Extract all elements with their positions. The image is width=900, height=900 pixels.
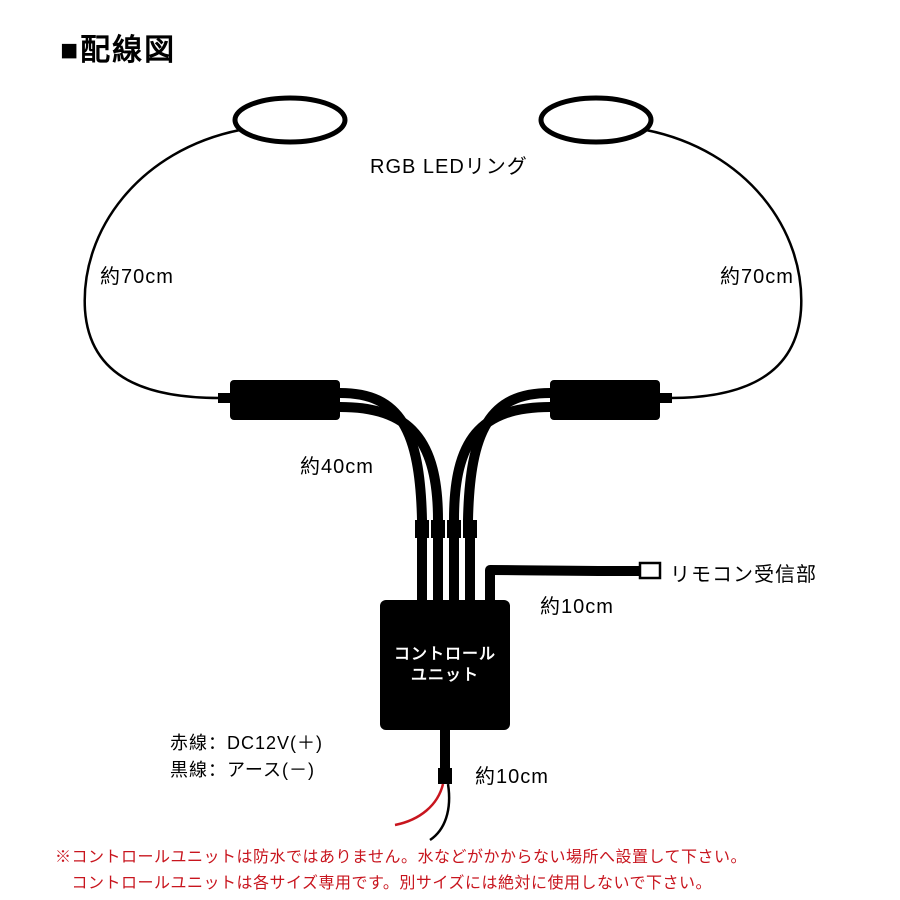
power-red-line: 赤線：DC12V(＋) xyxy=(170,733,323,753)
label-70cm-right: 約70cm xyxy=(720,260,794,289)
power-black-line: 黒線：アース(－) xyxy=(170,760,315,780)
warning-note: ※コントロールユニットは防水ではありません。水などがかからない場所へ設置して下さ… xyxy=(55,845,747,896)
label-ring: RGB LEDリング xyxy=(370,150,528,179)
label-receiver: リモコン受信部 xyxy=(670,558,817,587)
label-40cm: 約40cm xyxy=(300,450,374,479)
control-unit-label-line2: ユニット xyxy=(411,667,479,684)
note-line1: ※コントロールユニットは防水ではありません。水などがかからない場所へ設置して下さ… xyxy=(55,849,747,866)
label-10cm-receiver: 約10cm xyxy=(540,590,614,619)
wire-receiver xyxy=(490,570,640,571)
led-ring-left xyxy=(235,98,345,142)
diagram-svg xyxy=(0,0,900,900)
module-right xyxy=(550,380,660,420)
control-unit-label: コントロール ユニット xyxy=(392,645,498,687)
led-ring-right xyxy=(541,98,651,142)
control-unit-label-line1: コントロール xyxy=(394,646,496,663)
power-legend: 赤線：DC12V(＋) 黒線：アース(－) xyxy=(170,730,323,784)
label-70cm-left: 約70cm xyxy=(100,260,174,289)
wiring-diagram: ■配線図 RGB LEDリング 約70cm 約70cm 約40cm リモコン受信… xyxy=(0,0,900,900)
note-line2: コントロールユニットは各サイズ専用です。別サイズには絶対に使用しないで下さい。 xyxy=(55,875,712,892)
label-10cm-power: 約10cm xyxy=(475,760,549,789)
module-left xyxy=(230,380,340,420)
wire-red xyxy=(395,784,443,825)
diagram-title: ■配線図 xyxy=(60,25,176,69)
receiver-box xyxy=(640,563,660,578)
